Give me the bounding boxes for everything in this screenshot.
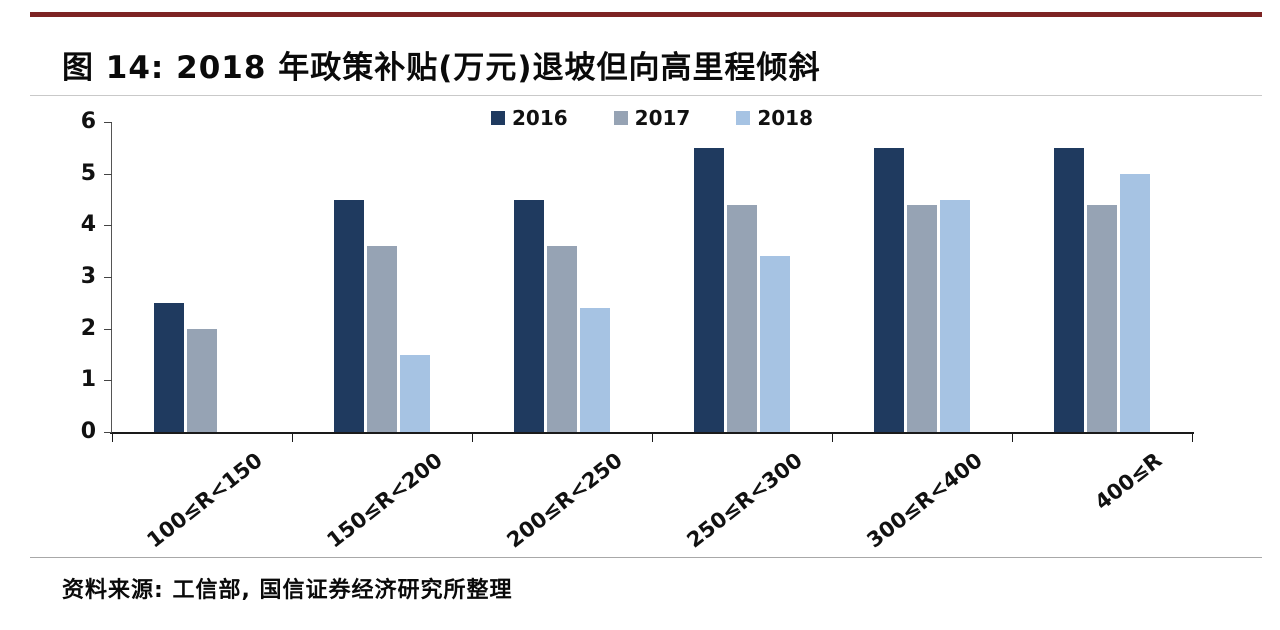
y-tick-mark [104, 432, 112, 433]
bar-2016 [694, 147, 724, 432]
bar-group [472, 122, 652, 432]
legend-item-2018: 2018 [736, 106, 813, 130]
title-divider [30, 95, 1262, 96]
x-tick-mark [292, 434, 293, 442]
x-tick-mark [1192, 434, 1193, 442]
y-tick-mark [104, 173, 112, 175]
x-tick-mark [112, 434, 113, 442]
y-tick-label: 2 [80, 315, 96, 341]
x-tick-mark [652, 434, 653, 442]
y-tick-label: 6 [80, 109, 96, 134]
source-note: 资料来源: 工信部, 国信证券经济研究所整理 [62, 578, 513, 603]
bar-2017 [907, 204, 937, 432]
top-rule [30, 12, 1262, 17]
bar-2016 [154, 302, 184, 432]
bar-2016 [1054, 147, 1084, 432]
figure-title: 图 14: 2018 年政策补贴(万元)退坡但向高里程倾斜 [62, 50, 821, 86]
legend-swatch-2018 [736, 111, 751, 125]
y-tick-mark [104, 277, 112, 278]
x-category-label: 300≤R<400 [862, 448, 987, 553]
x-axis-line [110, 432, 1194, 434]
legend-item-2016: 2016 [490, 106, 568, 130]
legend-label-2016: 2016 [511, 106, 568, 130]
x-category-label: 100≤R<150 [142, 448, 267, 553]
bar-2018 [1120, 173, 1150, 432]
y-tick-label: 0 [80, 419, 96, 444]
bar-2018 [760, 256, 790, 432]
bar-2017 [547, 246, 577, 432]
footer-divider [30, 557, 1262, 558]
bar-2018 [580, 308, 610, 432]
bar-2017 [1087, 204, 1117, 432]
x-tick-mark [832, 434, 833, 442]
bar-2017 [367, 246, 397, 432]
x-category-label: 200≤R<250 [502, 448, 627, 553]
y-tick-mark [104, 380, 112, 382]
y-tick-label: 3 [80, 264, 96, 289]
bar-group [832, 122, 1012, 432]
bar-group [292, 122, 472, 432]
y-tick-mark [104, 328, 112, 330]
bar-2016 [874, 147, 904, 432]
legend-item-2017: 2017 [613, 106, 691, 130]
x-tick-mark [472, 434, 473, 442]
x-tick-mark [1012, 434, 1013, 442]
legend-label-2017: 2017 [634, 106, 691, 130]
plot-area [112, 122, 1192, 432]
bar-2017 [187, 328, 217, 432]
y-tick-label: 4 [80, 212, 96, 238]
bar-2017 [727, 204, 757, 432]
y-tick-mark [104, 225, 112, 227]
bar-group [112, 122, 292, 432]
legend-swatch-2017 [613, 111, 628, 125]
y-tick-label: 5 [80, 160, 96, 186]
bar-group [1012, 122, 1192, 432]
bar-2018 [400, 354, 430, 432]
bar-2018 [940, 199, 970, 432]
chart-legend: 2016 2017 2018 [112, 106, 1192, 130]
x-category-label: 400≤R [1090, 448, 1167, 515]
bar-chart: 2016 2017 2018 0 1 2 3 4 5 6 100≤R<150 150≤R<200 20… [81, 106, 1194, 562]
bar-2016 [334, 199, 364, 432]
bar-group [652, 122, 832, 432]
x-category-label: 150≤R<200 [322, 448, 447, 553]
legend-label-2018: 2018 [757, 106, 813, 130]
y-tick-mark [104, 122, 112, 123]
legend-swatch-2016 [490, 111, 505, 125]
bar-2016 [514, 199, 544, 432]
bar-groups [112, 122, 1192, 432]
y-tick-label: 1 [80, 367, 96, 393]
x-category-label: 250≤R<300 [682, 448, 807, 553]
